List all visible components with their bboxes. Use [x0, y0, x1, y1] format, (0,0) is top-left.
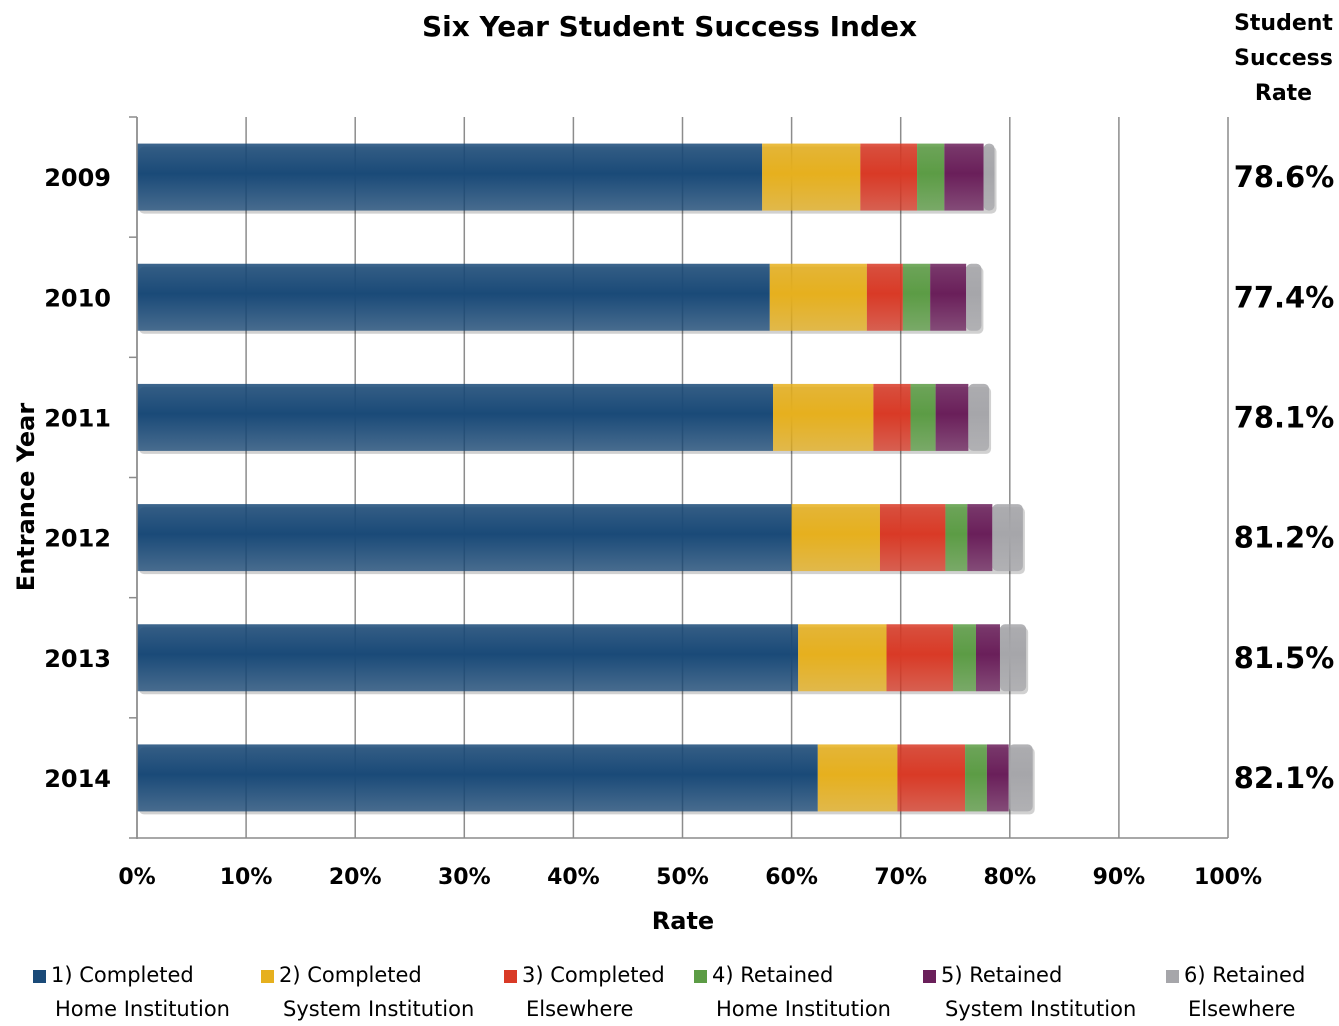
legend-item: 1) Completed Home Institution: [33, 958, 230, 1026]
legend-item: 4) Retained Home Institution: [694, 958, 891, 1026]
bar-segment: [866, 263, 903, 331]
legend-label: 2) Completed: [279, 963, 422, 987]
legend-swatch: [33, 970, 46, 983]
legend-item: 3) Completed Elsewhere: [504, 958, 665, 1026]
x-tick-label: 90%: [1093, 865, 1146, 890]
success-rate-header: Student Success Rate: [1228, 6, 1339, 111]
bar-segment: [935, 383, 969, 451]
legend-swatch: [923, 970, 936, 983]
y-category-label: 2013: [44, 645, 111, 673]
bar-segment: [999, 624, 1027, 692]
y-category-label: 2010: [44, 284, 111, 312]
bar-segment: [975, 624, 1000, 692]
bar-segment: [966, 263, 982, 331]
legend-item: 5) Retained System Institution: [923, 958, 1136, 1026]
success-rate-value: 78.6%: [1234, 160, 1335, 194]
x-tick-label: 60%: [765, 865, 818, 890]
bar-segment: [897, 744, 966, 812]
bar-segment: [873, 383, 911, 451]
legend: 1) Completed Home Institution 2) Complet…: [0, 958, 1339, 1021]
x-tick-label: 70%: [874, 865, 927, 890]
legend-label-line2: System Institution: [283, 997, 475, 1021]
bar-segment: [762, 143, 861, 211]
success-rate-header-line: Rate: [1254, 81, 1313, 106]
x-tick-label: 50%: [656, 865, 709, 890]
bar-segment: [910, 383, 936, 451]
y-category-label: 2014: [44, 765, 111, 793]
bar-segment: [967, 504, 993, 572]
x-tick-label: 100%: [1194, 865, 1262, 890]
success-rate-header-line: Success: [1234, 46, 1333, 71]
bars: [137, 143, 1035, 815]
bar-segment: [902, 263, 931, 331]
bar-segment: [137, 504, 792, 572]
success-rate-value: 82.1%: [1234, 761, 1335, 795]
bar-segment: [137, 143, 763, 211]
y-category-label: 2012: [44, 525, 111, 553]
legend-label: 5) Retained: [941, 963, 1063, 987]
bar-segment: [137, 263, 770, 331]
bar-segment: [992, 504, 1023, 572]
legend-label-line2: System Institution: [945, 997, 1137, 1021]
y-category-label: 2011: [44, 404, 111, 432]
x-tick-label: 10%: [220, 865, 273, 890]
bar-segment: [137, 383, 774, 451]
legend-swatch: [694, 970, 707, 983]
y-category-labels: 2009 2010 2011 2012 2013 2014: [44, 164, 111, 793]
bar-segment: [986, 744, 1009, 812]
bar-segment: [879, 504, 946, 572]
legend-label-line2: Elsewhere: [1188, 997, 1296, 1021]
legend-swatch: [1166, 970, 1179, 983]
grid-lines: [136, 117, 1229, 838]
x-tick-label: 0%: [118, 865, 155, 890]
bar-segment: [983, 143, 995, 211]
axes: [129, 116, 1228, 839]
bar-segment: [817, 744, 898, 812]
success-rate-header-line: Student: [1234, 11, 1333, 36]
x-tick-label: 20%: [329, 865, 382, 890]
legend-swatch: [504, 970, 517, 983]
bar-segment: [930, 263, 967, 331]
success-rate-value: 77.4%: [1234, 280, 1335, 314]
legend-label-line2: Home Institution: [55, 997, 230, 1021]
success-rate-labels: 78.6% 77.4% 78.1% 81.2% 81.5% 82.1%: [1234, 160, 1335, 795]
legend-item: 6) Retained Elsewhere: [1166, 958, 1305, 1026]
bar-segment: [953, 624, 976, 692]
legend-item: 2) Completed System Institution: [261, 958, 474, 1026]
legend-label: 1) Completed: [51, 963, 194, 987]
bar-segment: [965, 744, 987, 812]
legend-label: 4) Retained: [712, 963, 834, 987]
x-axis-label: Rate: [652, 907, 714, 935]
success-rate-value: 81.2%: [1234, 521, 1335, 555]
bar-segment: [944, 143, 984, 211]
bar-segment: [968, 383, 990, 451]
bar-segment: [860, 143, 918, 211]
bar-segment: [886, 624, 954, 692]
legend-label-line2: Home Institution: [716, 997, 891, 1021]
y-axis-label: Entrance Year: [12, 403, 40, 592]
success-rate-value: 78.1%: [1234, 400, 1335, 434]
bar-segment: [945, 504, 968, 572]
bar-segment: [917, 143, 945, 211]
bar-segment: [1008, 744, 1033, 812]
x-tick-label: 30%: [438, 865, 491, 890]
bar-segment: [769, 263, 867, 331]
bar-segment: [137, 624, 799, 692]
chart-title: Six Year Student Success Index: [421, 10, 918, 43]
x-tick-label: 80%: [983, 865, 1036, 890]
bar-segment: [791, 504, 880, 572]
legend-label-line2: Elsewhere: [526, 997, 634, 1021]
bar-segment: [798, 624, 887, 692]
success-rate-value: 81.5%: [1234, 641, 1335, 675]
bar-segment: [137, 744, 818, 812]
legend-label: 6) Retained: [1184, 963, 1306, 987]
y-category-label: 2009: [44, 164, 111, 192]
legend-swatch: [261, 970, 274, 983]
x-tick-labels: 0% 10% 20% 30% 40% 50% 60% 70% 80% 90% 100%: [118, 865, 1262, 890]
legend-label: 3) Completed: [522, 963, 665, 987]
x-tick-label: 40%: [547, 865, 600, 890]
bar-segment: [773, 383, 874, 451]
